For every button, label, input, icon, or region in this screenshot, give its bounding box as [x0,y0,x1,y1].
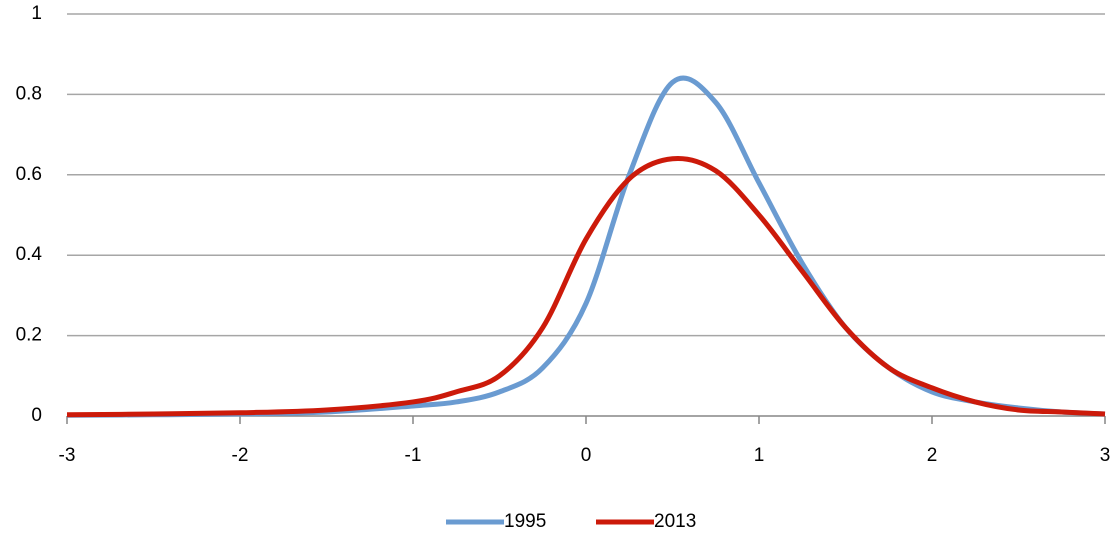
y-tick-label: 0.6 [16,164,42,185]
x-tick-label: 0 [581,445,592,466]
y-tick-label: 0.4 [16,244,43,265]
x-tick-label: -1 [405,445,422,466]
y-tick-label: 0.8 [16,83,42,104]
legend-label: 2013 [654,511,696,532]
x-tick-label: -3 [59,445,76,466]
x-tick-label: -2 [232,445,249,466]
line-series [66,155,1106,418]
line-series [66,75,1106,418]
y-tick-label: 0.2 [16,325,42,346]
legend-label: 1995 [504,511,546,532]
x-tick-label: 1 [754,445,765,466]
x-tick-label: 3 [1100,445,1111,466]
y-tick-label: 0 [31,405,42,426]
x-tick-label: 2 [927,445,938,466]
y-tick-label: 1 [31,3,42,24]
